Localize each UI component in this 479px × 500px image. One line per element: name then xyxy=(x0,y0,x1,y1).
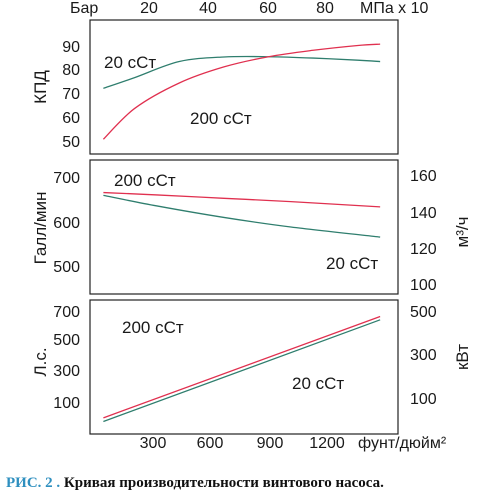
efficiency-y-tick: 90 xyxy=(62,39,80,56)
x-axis-tick: 900 xyxy=(257,435,284,452)
power-y2-tick: 100 xyxy=(410,391,437,408)
flow-series-label-200cst: 200 сСт xyxy=(114,171,176,190)
efficiency-y-tick: 70 xyxy=(62,86,80,103)
efficiency-series-label-200cst: 200 сСт xyxy=(190,109,252,128)
flow-line-200cst xyxy=(103,191,381,208)
power-line-200cst xyxy=(103,315,381,419)
flow-y2-tick: 160 xyxy=(410,168,437,185)
power-line-20cst xyxy=(103,319,381,423)
figure-number: РИС. 2 . xyxy=(6,475,61,491)
flow-y-tick: 700 xyxy=(53,170,80,187)
x-axis-unit: фунт/дюйм² xyxy=(358,435,447,452)
efficiency-y-tick: 50 xyxy=(62,134,80,151)
power-y2-tick: 300 xyxy=(410,347,437,364)
power-y-tick: 500 xyxy=(53,332,80,349)
power-y-axis-title: Л.с. xyxy=(31,347,50,376)
top-axis-tick: 80 xyxy=(316,0,334,17)
panel-flow-frame xyxy=(89,159,399,295)
power-series-label-20cst: 20 сСт xyxy=(292,374,344,393)
efficiency-y-tick: 60 xyxy=(62,110,80,127)
top-axis-tick: 60 xyxy=(259,0,277,17)
panel-power-frame xyxy=(89,299,399,435)
top-axis-tick: 20 xyxy=(140,0,158,17)
top-axis-left-label: Бар xyxy=(70,0,98,17)
efficiency-line-200cst xyxy=(102,43,381,140)
power-y-tick: 700 xyxy=(53,304,80,321)
flow-y2-tick: 120 xyxy=(410,241,437,258)
series-curves xyxy=(102,43,381,423)
panel-efficiency-frame xyxy=(89,19,399,155)
top-axis-tick: 40 xyxy=(199,0,217,17)
flow-y-tick: 500 xyxy=(53,259,80,276)
efficiency-series-label-20cst: 20 сСт xyxy=(104,53,156,72)
power-y-tick: 300 xyxy=(53,363,80,380)
top-axis-right-label: МПа x 10 xyxy=(360,0,429,17)
efficiency-y-axis-title: КПД xyxy=(31,70,50,104)
flow-y2-tick: 100 xyxy=(410,277,437,294)
figure-caption-text: Кривая производительности винтового насо… xyxy=(63,475,384,491)
flow-series-label-20cst: 20 сСт xyxy=(326,254,378,273)
flow-y2-axis-title: м³/ч xyxy=(453,217,472,248)
x-axis-tick: 1200 xyxy=(309,435,345,452)
flow-y2-tick: 140 xyxy=(410,205,437,222)
efficiency-y-tick: 80 xyxy=(62,62,80,79)
x-axis-tick: 300 xyxy=(140,435,167,452)
figure-caption: РИС. 2 . Кривая производительности винто… xyxy=(6,475,384,492)
flow-line-20cst xyxy=(103,194,381,238)
pump-performance-figure: Бар 20 40 60 80 МПа x 10 КПД 90 80 70 60… xyxy=(31,0,472,452)
power-y2-axis-title: кВт xyxy=(453,344,472,370)
flow-y-axis-title: Галл/мин xyxy=(31,192,50,265)
efficiency-line-20cst xyxy=(103,55,381,89)
power-y2-tick: 500 xyxy=(410,304,437,321)
power-series-label-200cst: 200 сСт xyxy=(122,318,184,337)
power-y-tick: 100 xyxy=(53,395,80,412)
x-axis-tick: 600 xyxy=(197,435,224,452)
flow-y-tick: 600 xyxy=(53,215,80,232)
